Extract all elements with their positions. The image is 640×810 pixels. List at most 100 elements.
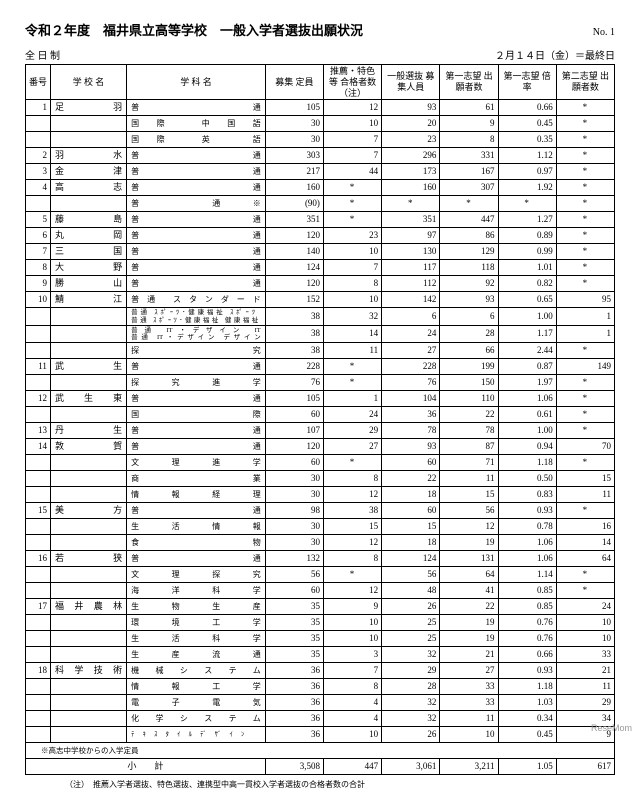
- cell-value: 32: [323, 308, 381, 325]
- cell-value: 11: [556, 678, 614, 694]
- cell-no: [26, 406, 51, 422]
- cell-value: 228: [382, 358, 440, 374]
- cell-value: 1.01: [498, 260, 556, 276]
- cell-value: 18: [382, 486, 440, 502]
- cell-school: [50, 566, 126, 582]
- cell-value: 35: [265, 646, 323, 662]
- cell-school: [50, 614, 126, 630]
- table-row: 9勝 山普 通1208112920.82*: [26, 276, 615, 292]
- cell-value: 0.97: [498, 164, 556, 180]
- cell-value: 22: [440, 406, 498, 422]
- cell-no: 7: [26, 244, 51, 260]
- cell-no: 14: [26, 438, 51, 454]
- cell-value: 12: [323, 486, 381, 502]
- cell-value: 41: [440, 582, 498, 598]
- subtotal-value: 3,211: [440, 758, 498, 774]
- cell-value: 152: [265, 292, 323, 308]
- cell-value: *: [556, 276, 614, 292]
- cell-school: 金 津: [50, 164, 126, 180]
- cell-value: 86: [440, 228, 498, 244]
- cell-dept: 普 通: [127, 260, 266, 276]
- cell-value: 1.06: [498, 534, 556, 550]
- cell-dept: 普 通: [127, 390, 266, 406]
- cell-value: 30: [265, 534, 323, 550]
- cell-value: 22: [440, 598, 498, 614]
- table-row: 13丹 生普 通1072978781.00*: [26, 422, 615, 438]
- cell-value: 1.06: [498, 550, 556, 566]
- cell-value: 30: [265, 132, 323, 148]
- cell-no: 8: [26, 260, 51, 276]
- cell-value: 1.14: [498, 566, 556, 582]
- table-row: 探究進学76*761501.97*: [26, 374, 615, 390]
- cell-value: 160: [382, 180, 440, 196]
- cell-no: 16: [26, 550, 51, 566]
- cell-value: 105: [265, 390, 323, 406]
- table-row: 14敦 賀普 通1202793870.9470: [26, 438, 615, 454]
- cell-value: 1.18: [498, 454, 556, 470]
- cell-value: 30: [265, 116, 323, 132]
- cell-value: 120: [265, 438, 323, 454]
- cell-school: [50, 374, 126, 390]
- cell-value: 11: [440, 470, 498, 486]
- subtotal-value: 3,061: [382, 758, 440, 774]
- cell-no: [26, 342, 51, 358]
- cell-value: 6: [440, 308, 498, 325]
- cell-dept: 国 際: [127, 406, 266, 422]
- cell-school: 美 方: [50, 502, 126, 518]
- cell-value: *: [556, 132, 614, 148]
- cell-dept: 生物生産: [127, 598, 266, 614]
- cell-dept: 普 通: [127, 212, 266, 228]
- table-row: 普通 ｽﾎﾟｰﾂ･健康福祉 ｽﾎﾟｰﾂ普通 ｽﾎﾟｰﾂ･健康福祉 健康福祉383…: [26, 308, 615, 325]
- cell-value: 25: [382, 630, 440, 646]
- cell-value: 112: [382, 276, 440, 292]
- cell-no: [26, 116, 51, 132]
- cell-value: *: [556, 148, 614, 164]
- cell-value: 19: [440, 630, 498, 646]
- cell-value: 60: [382, 454, 440, 470]
- cell-value: 21: [440, 646, 498, 662]
- cell-value: *: [556, 566, 614, 582]
- cell-no: [26, 325, 51, 342]
- cell-value: 0.89: [498, 228, 556, 244]
- cell-value: 15: [323, 518, 381, 534]
- cell-value: 21: [556, 662, 614, 678]
- cell-value: 93: [440, 292, 498, 308]
- cell-value: 117: [382, 260, 440, 276]
- cell-value: 19: [440, 614, 498, 630]
- cell-value: *: [556, 116, 614, 132]
- cell-dept: 国際 英 語: [127, 132, 266, 148]
- cell-school: [50, 325, 126, 342]
- cell-value: 1.92: [498, 180, 556, 196]
- cell-no: [26, 582, 51, 598]
- cell-value: *: [556, 164, 614, 180]
- cell-value: 0.34: [498, 710, 556, 726]
- cell-value: 1.06: [498, 390, 556, 406]
- cell-value: 9: [440, 116, 498, 132]
- cell-dept: 普 通: [127, 358, 266, 374]
- table-row: 文理進学60*60711.18*: [26, 454, 615, 470]
- cell-no: [26, 486, 51, 502]
- cell-school: 勝 山: [50, 276, 126, 292]
- cell-value: *: [323, 212, 381, 228]
- cell-value: 129: [440, 244, 498, 260]
- cell-value: 14: [556, 534, 614, 550]
- cell-value: 87: [440, 438, 498, 454]
- table-row: 7三 国普 通140101301290.99*: [26, 244, 615, 260]
- col-school: 学 校 名: [50, 65, 126, 100]
- cell-value: 28: [440, 325, 498, 342]
- subtotal-value: 617: [556, 758, 614, 774]
- cell-no: [26, 614, 51, 630]
- cell-value: 10: [556, 630, 614, 646]
- cell-value: 32: [382, 694, 440, 710]
- cell-value: 307: [440, 180, 498, 196]
- cell-value: 12: [323, 534, 381, 550]
- cell-value: 15: [556, 470, 614, 486]
- cell-value: 0.66: [498, 100, 556, 116]
- cell-value: 33: [440, 678, 498, 694]
- cell-value: 1: [556, 325, 614, 342]
- cell-dept: ﾃｷｽﾀｲﾙﾃﾞｻﾞｲﾝ: [127, 726, 266, 742]
- cell-school: [50, 470, 126, 486]
- col-no: 番号: [26, 65, 51, 100]
- cell-dept: 普 通: [127, 100, 266, 116]
- cell-dept: 普 通: [127, 422, 266, 438]
